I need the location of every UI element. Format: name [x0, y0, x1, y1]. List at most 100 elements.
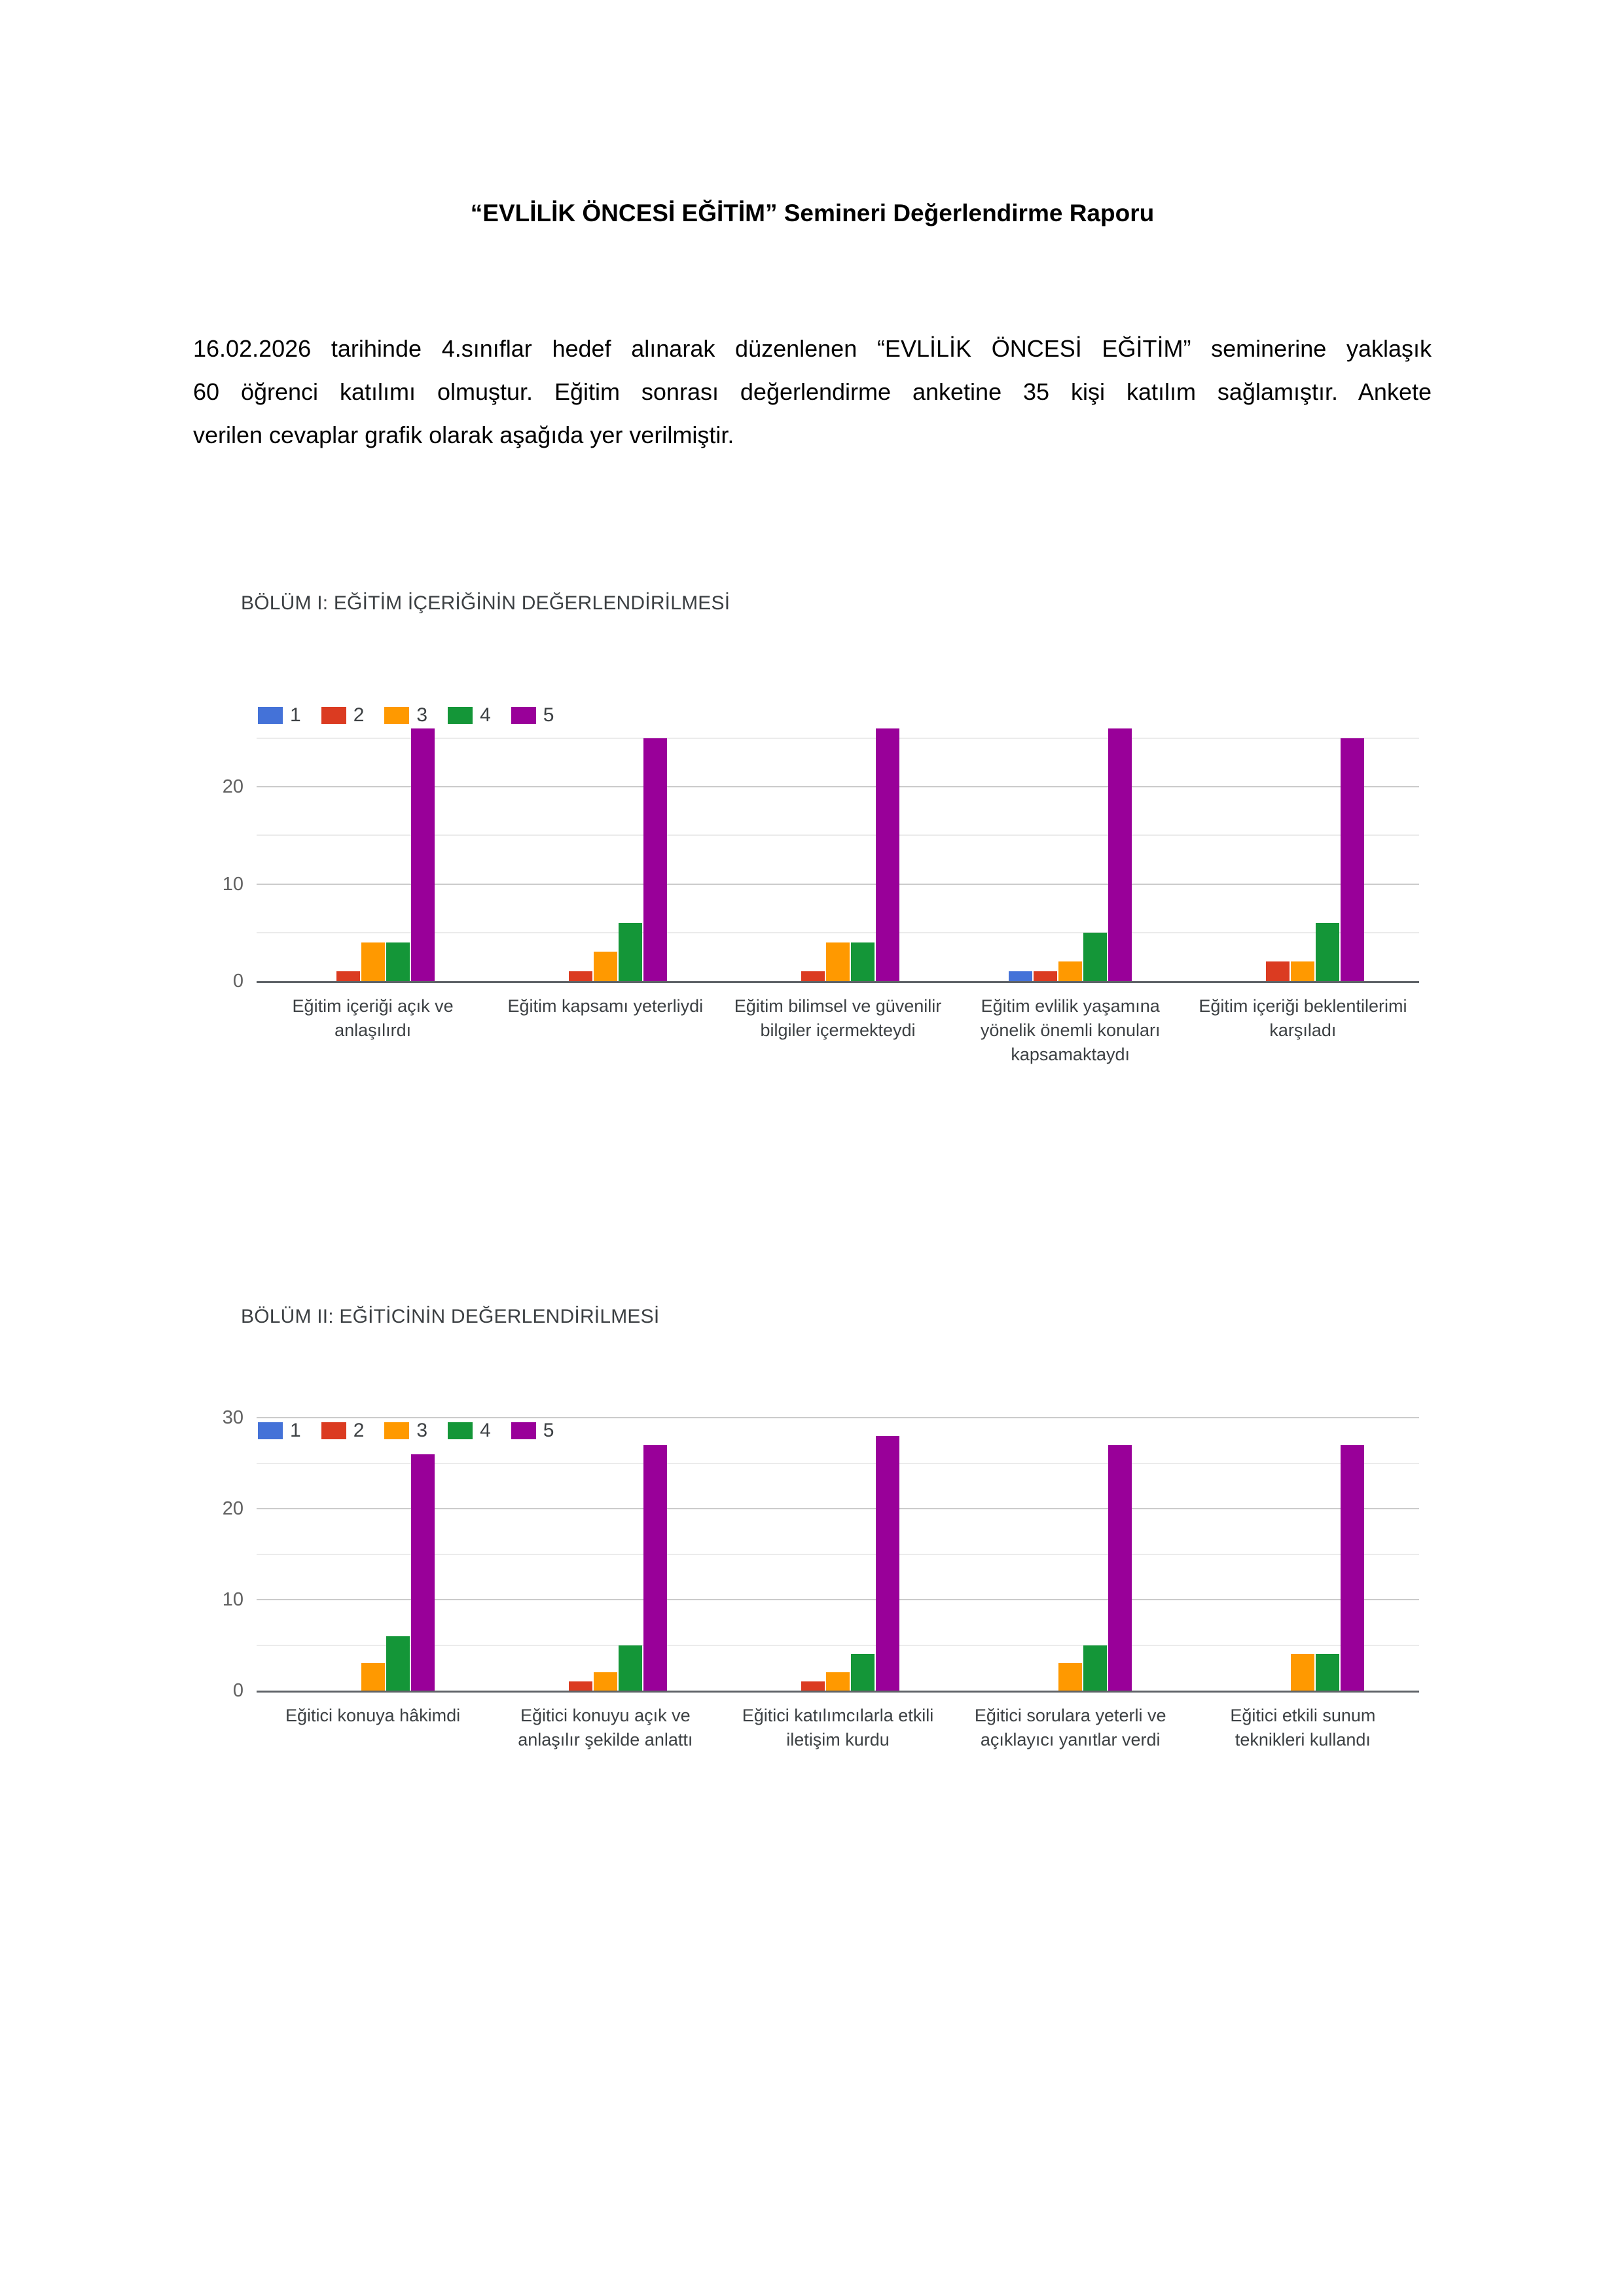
y-axis-tick-label: 0: [232, 971, 244, 992]
bar-rating-5: [643, 738, 667, 981]
category-label: Eğitici konuyu açık ve anlaşılır şekilde…: [518, 1706, 693, 1749]
bar-rating-3: [593, 1672, 617, 1691]
bar-rating-2: [1034, 971, 1058, 981]
y-axis-tick-label: 20: [222, 776, 244, 798]
intro-line: 16.02.2026 tarihinde 4.sınıflar hedef al…: [193, 335, 1432, 362]
gridline: [257, 1553, 1419, 1555]
intro-line: verilen cevaplar grafik olarak aşağıda y…: [193, 422, 734, 448]
legend-color-swatch: [511, 707, 536, 724]
bar-group: [257, 1418, 489, 1691]
bar-group: [954, 725, 1187, 981]
bar-rating-3: [1291, 1654, 1315, 1691]
chart-legend: 1 2 3 4 5: [258, 704, 574, 726]
plot-area: 0 10 20: [223, 725, 1419, 992]
gridline: [257, 1462, 1419, 1464]
gridline: [257, 1599, 1419, 1600]
intro-paragraph: 16.02.2026 tarihinde 4.sınıflar hedef al…: [193, 327, 1432, 457]
bar-rating-3: [593, 952, 617, 981]
gridline: [257, 834, 1419, 836]
bar-group: [721, 725, 954, 981]
category-label: Eğitim kapsamı yeterliydi: [507, 996, 704, 1016]
bar-rating-5: [1341, 738, 1365, 981]
gridline: [257, 737, 1419, 739]
y-axis-tick-label: 30: [222, 1407, 244, 1428]
legend-color-swatch: [448, 1422, 473, 1439]
gridline: [257, 1417, 1419, 1418]
bar-rating-4: [618, 1645, 642, 1691]
page-title: “EVLİLİK ÖNCESİ EĞİTİM” Semineri Değerle…: [470, 200, 1155, 226]
section-1-title: BÖLÜM I: EĞİTİM İÇERİĞİNİN DEĞERLENDİRİL…: [241, 592, 731, 614]
legend-label: 5: [543, 704, 554, 726]
bar-rating-3: [825, 1672, 850, 1691]
section-1-bar-chart: 0 10 20 Eğitim içeriği açık ve anlaşılırdı E…: [223, 700, 1419, 1106]
plot-area: 0 10 20 30: [223, 1407, 1419, 1701]
legend-label: 1: [290, 1420, 301, 1441]
bar-group: [1187, 725, 1419, 981]
legend-item: 3: [384, 704, 427, 726]
bar-rating-3: [1058, 961, 1083, 981]
bar-rating-5: [410, 1454, 435, 1691]
legend-color-swatch: [511, 1422, 536, 1439]
legend-label: 4: [480, 704, 491, 726]
bar-rating-4: [618, 922, 642, 981]
category-label: Eğitici sorulara yeterli ve açıklayıcı y…: [974, 1706, 1166, 1749]
category-label: Eğitim evlilik yaşamına yönelik önemli k…: [980, 996, 1161, 1064]
legend-label: 5: [543, 1420, 554, 1441]
legend-label: 2: [353, 704, 365, 726]
bar-rating-5: [643, 1444, 667, 1691]
legend-color-swatch: [448, 707, 473, 724]
bar-group: [1187, 1418, 1419, 1691]
legend-label: 2: [353, 1420, 365, 1441]
bar-rating-2: [568, 971, 592, 981]
y-axis-tick-label: 20: [222, 1498, 244, 1519]
legend-color-swatch: [321, 707, 346, 724]
x-axis-line: [257, 981, 1419, 983]
bar-rating-5: [410, 728, 435, 981]
bar-rating-3: [1291, 961, 1315, 981]
legend-label: 3: [416, 704, 428, 726]
y-axis-tick-label: 0: [232, 1680, 244, 1701]
legend-color-swatch: [384, 1422, 410, 1439]
legend-item: 1: [258, 1420, 301, 1442]
category-label: Eğitici konuya hâkimdi: [285, 1706, 461, 1725]
legend-item: 5: [511, 1420, 554, 1442]
bar-group: [257, 725, 489, 981]
category-label: Eğitici etkili sunum teknikleri kullandı: [1230, 1706, 1376, 1749]
bar-rating-2: [801, 971, 825, 981]
bar-group: [954, 1418, 1187, 1691]
legend-color-swatch: [384, 707, 410, 724]
bar-rating-2: [336, 971, 360, 981]
legend-item: 1: [258, 704, 301, 726]
intro-line: 60 öğrenci katılımı olmuştur. Eğitim son…: [193, 378, 1432, 405]
gridline: [257, 1644, 1419, 1646]
legend-label: 4: [480, 1420, 491, 1441]
bar-rating-4: [850, 1654, 875, 1691]
bar-rating-4: [1083, 1645, 1108, 1691]
gridline: [257, 883, 1419, 885]
category-label: Eğitim içeriği beklentilerimi karşıladı: [1199, 996, 1407, 1040]
legend-item: 2: [321, 704, 365, 726]
bar-rating-4: [386, 942, 410, 981]
bar-rating-4: [1316, 1654, 1340, 1691]
legend-color-swatch: [258, 707, 283, 724]
gridline: [257, 931, 1419, 933]
bar-group: [489, 725, 721, 981]
bar-rating-5: [875, 1435, 899, 1691]
gridline: [257, 1508, 1419, 1509]
chart-legend: 1 2 3 4 5: [258, 1420, 574, 1442]
bar-rating-5: [875, 728, 899, 981]
bar-rating-5: [1108, 1444, 1132, 1691]
category-label: Eğitim içeriği açık ve anlaşılırdı: [292, 996, 454, 1040]
bar-rating-5: [1108, 728, 1132, 981]
bar-rating-5: [1341, 1444, 1365, 1691]
bar-rating-3: [361, 942, 385, 981]
bar-rating-3: [1058, 1663, 1083, 1691]
y-axis-tick-label: 10: [222, 873, 244, 895]
section-2-bar-chart: 0 10 20 30 Eğitici konuya hâkimdi Eğitici kon…: [223, 1406, 1419, 1825]
legend-item: 5: [511, 704, 554, 726]
bar-rating-1: [1009, 971, 1033, 981]
bar-rating-4: [1316, 922, 1340, 981]
legend-item: 4: [448, 1420, 491, 1442]
legend-color-swatch: [258, 1422, 283, 1439]
